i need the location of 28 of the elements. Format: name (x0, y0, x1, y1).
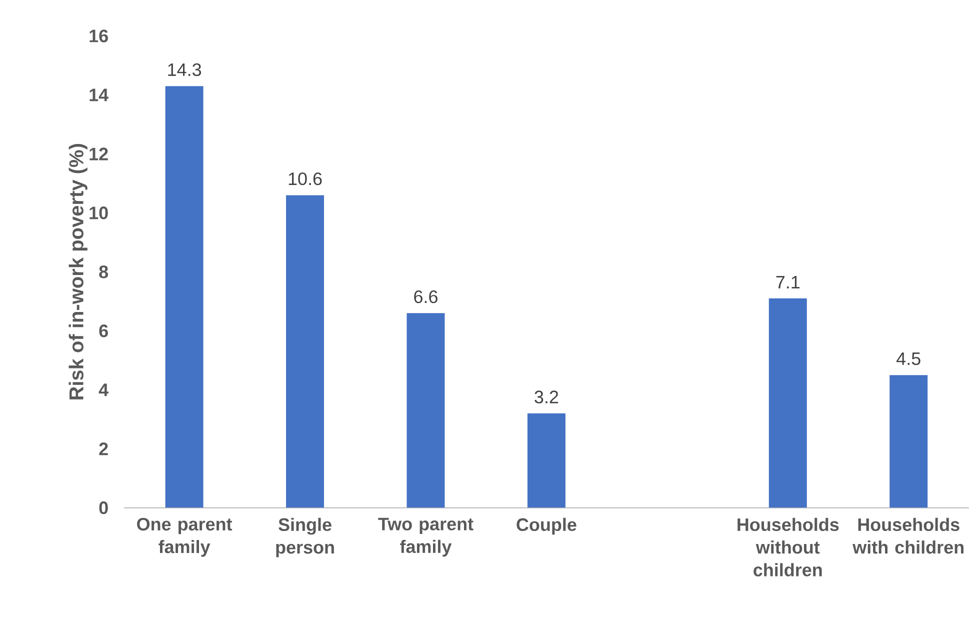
x-tick-label: Couple (516, 518, 576, 535)
y-axis-title: Risk of in-work poverty (%) (68, 144, 88, 400)
bar (890, 375, 928, 508)
y-tick-label: 10 (90, 206, 108, 220)
x-tick-label: Households without children (738, 518, 839, 576)
bar (527, 414, 566, 508)
bar (286, 195, 324, 508)
y-tick-label: 12 (90, 148, 108, 160)
y-tick-label: 16 (90, 30, 108, 42)
data-label: 14.3 (168, 63, 202, 76)
bar (165, 86, 204, 508)
bar (406, 313, 445, 508)
data-label: 3.2 (534, 390, 558, 404)
data-label: 6.6 (414, 290, 438, 304)
y-tick-label: 0 (99, 502, 108, 514)
y-tick-label: 8 (99, 266, 108, 278)
data-label: 10.6 (288, 172, 322, 186)
data-label: 4.5 (896, 352, 920, 366)
x-tick-label: Households with children (852, 518, 964, 554)
y-tick-label: 6 (99, 324, 108, 338)
x-tick-label: Single person (276, 518, 334, 558)
y-tick-label: 2 (99, 442, 108, 456)
y-tick-label: 14 (90, 88, 108, 102)
x-tick-label: Two parent family (378, 518, 474, 557)
data-label: 7.1 (776, 276, 800, 289)
x-tick-label: One parent family (137, 518, 232, 557)
bar (768, 298, 807, 508)
y-tick-label: 4 (98, 384, 108, 396)
